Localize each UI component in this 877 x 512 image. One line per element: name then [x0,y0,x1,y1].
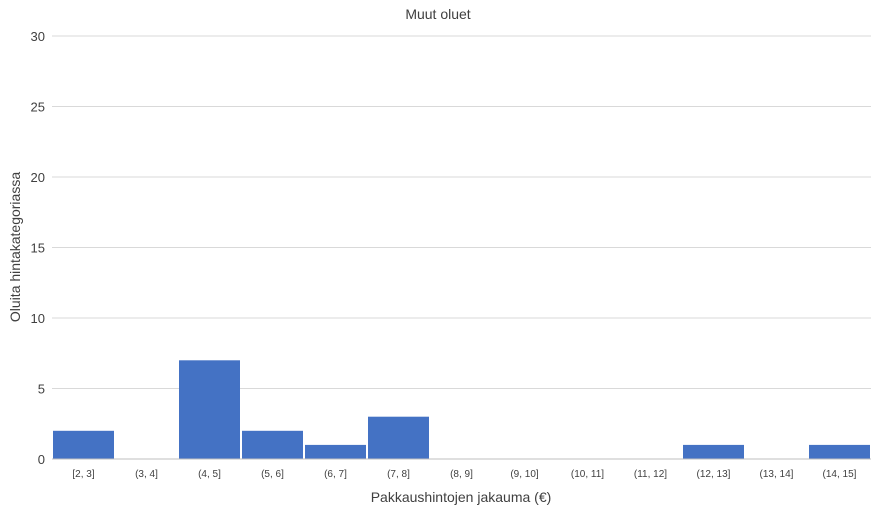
y-tick-label: 5 [38,382,45,397]
x-tick-label: (6, 7] [324,469,347,480]
y-tick-label: 10 [31,311,45,326]
x-tick-label: (10, 11] [571,469,604,480]
y-tick-label: 25 [31,100,45,115]
x-tick-label: (9, 10] [510,469,539,480]
y-tick-label: 15 [31,241,45,256]
x-tick-label: (11, 12] [634,469,667,480]
bar [179,360,240,459]
x-tick-label: [2, 3] [72,469,94,480]
x-tick-label: (5, 6] [261,469,284,480]
bar [683,444,744,459]
x-tick-label: (12, 13] [697,469,731,480]
x-tick-label: (14, 15] [823,469,857,480]
y-tick-label: 0 [38,452,45,467]
bar [305,444,366,459]
y-tick-label: 30 [31,29,45,44]
chart-title: Muut oluet [405,6,470,22]
x-tick-label: (7, 8] [387,469,410,480]
x-tick-label: (4, 5] [198,469,221,480]
y-tick-label: 20 [31,170,45,185]
y-axis-ticks: 0 5 10 15 20 25 30 [31,29,45,467]
gridlines [52,35,871,389]
x-axis-label: Pakkaushintojen jakauma (€) [371,489,552,505]
x-tick-label: (3, 4] [135,469,158,480]
y-axis-label: Oluita hintakategoriassa [7,172,23,322]
bar [242,430,303,459]
bar [809,444,870,459]
x-tick-label: (13, 14] [760,469,794,480]
bar [368,416,429,459]
bar [53,430,114,459]
bars [53,360,870,459]
x-axis-ticks: [2, 3] (3, 4] (4, 5] (5, 6] (6, 7] (7, 8] (8, … [72,469,856,480]
x-tick-label: (8, 9] [450,469,473,480]
